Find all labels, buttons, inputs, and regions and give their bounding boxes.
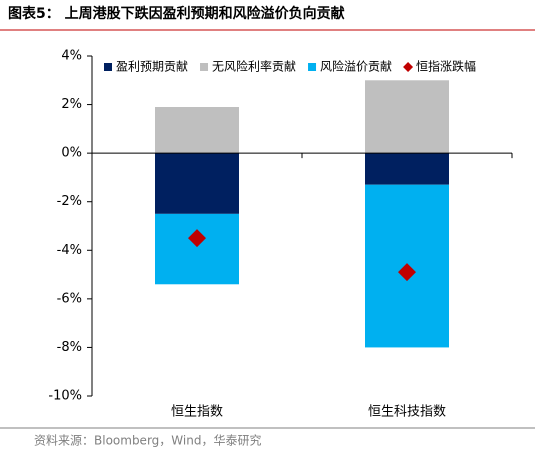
diamond-marker (188, 229, 206, 248)
y-tick-label: 4% (61, 49, 82, 64)
y-tick-label: -6% (57, 291, 82, 306)
legend-marker (308, 63, 317, 71)
legend-label: 盈利预期贡献 (116, 59, 188, 74)
y-tick-label: 0% (61, 146, 82, 161)
legend-label: 风险溢价贡献 (320, 59, 392, 74)
y-tick-label: -4% (57, 243, 82, 258)
y-tick-label: -10% (48, 389, 82, 404)
diamond-marker (398, 263, 416, 282)
legend-label: 无风险利率贡献 (212, 59, 296, 74)
source-note: 资料来源：Bloomberg，Wind，华泰研究 (34, 433, 261, 448)
bar-segment (365, 153, 449, 185)
x-tick-label: 恒生指数 (171, 405, 223, 420)
y-tick-label: -8% (57, 340, 82, 355)
legend-marker (403, 62, 414, 72)
chart-title: 图表5： 上周港股下跌因盈利预期和风险溢价负向贡献 (8, 5, 345, 22)
bar-segment (365, 80, 449, 154)
legend-marker (104, 63, 112, 71)
bar-segment (155, 213, 239, 285)
y-tick-label: -2% (57, 194, 82, 209)
y-tick-label: 2% (61, 97, 82, 112)
bar-segment (155, 153, 239, 214)
legend-marker (200, 63, 209, 71)
legend-label: 恒指涨跌幅 (416, 59, 476, 74)
x-tick-label: 恒生科技指数 (368, 405, 446, 420)
bar-segment (155, 107, 239, 154)
